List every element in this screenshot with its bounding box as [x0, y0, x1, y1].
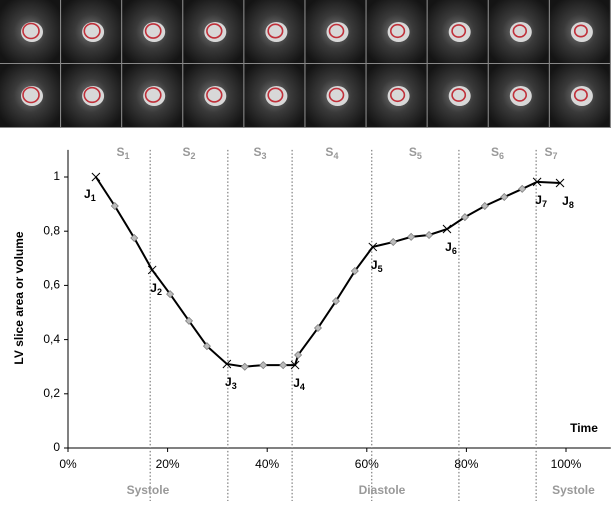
- joint-label: J: [535, 193, 542, 207]
- phase-label: S: [253, 145, 261, 159]
- phase-label: S6: [491, 145, 504, 161]
- x-tick-label: 100%: [551, 457, 582, 471]
- joint-label-sub: 2: [157, 287, 162, 297]
- data-line: [96, 177, 560, 367]
- joint-label: J2: [150, 281, 162, 297]
- phase-label: S4: [325, 145, 338, 161]
- phase-label: S5: [409, 145, 422, 161]
- figure: LV slice area or volume Time 0 0,2 0,4 0,6 0…: [0, 0, 611, 501]
- phase-label: S1: [117, 145, 130, 161]
- phase-label-sub: 3: [261, 151, 266, 161]
- joint-label: J: [293, 376, 300, 390]
- joint-label: J8: [562, 194, 574, 210]
- phase-label-sub: 7: [553, 151, 558, 161]
- phase-label: S3: [253, 145, 266, 161]
- y-tick-label: 0,6: [43, 278, 60, 292]
- x-tick-label: 60%: [355, 457, 379, 471]
- point-marker: [501, 194, 508, 201]
- joint-label-sub: 8: [569, 200, 574, 210]
- joint-label: J: [150, 281, 157, 295]
- phase-label-sub: 4: [333, 151, 338, 161]
- joint-label: J5: [371, 258, 383, 274]
- y-tick-label: 0,4: [43, 332, 60, 346]
- joint-label-sub: 5: [378, 264, 383, 274]
- joint-label: J: [84, 187, 91, 201]
- ventricle: [143, 22, 165, 42]
- joint-marker: [148, 266, 156, 274]
- phase-label-sub: 6: [499, 151, 504, 161]
- x-tick-label: 0%: [59, 457, 77, 471]
- point-marker: [280, 362, 287, 369]
- phase-label: S2: [182, 145, 195, 161]
- joint-label: J: [445, 240, 452, 254]
- phase-label: S: [491, 145, 499, 159]
- ventricle: [143, 86, 165, 106]
- x-tick-label: 40%: [255, 457, 279, 471]
- point-marker: [260, 362, 267, 369]
- point-marker: [241, 363, 248, 370]
- phase-label-sub: 2: [191, 151, 196, 161]
- joint-label: J: [562, 194, 569, 208]
- joint-label-sub: 1: [91, 193, 96, 203]
- cycle-label: Diastole: [359, 483, 406, 497]
- image-strip: [0, 0, 611, 128]
- joint-marker: [92, 173, 100, 181]
- x-tick-label: 80%: [454, 457, 478, 471]
- x-tick-label: 20%: [156, 457, 180, 471]
- joint-label: J: [371, 258, 378, 272]
- joint-label: J: [225, 375, 232, 389]
- phase-label: S: [409, 145, 417, 159]
- joint-label: J4: [293, 376, 305, 392]
- y-tick-label: 0: [53, 440, 60, 454]
- joint-label-sub: 4: [300, 382, 305, 392]
- y-tick-label: 0,2: [43, 386, 60, 400]
- point-marker: [519, 185, 526, 192]
- joint-label-sub: 7: [542, 199, 547, 209]
- phase-label: S: [545, 145, 553, 159]
- y-tick-label: 1: [53, 169, 60, 183]
- phase-label: S7: [545, 145, 558, 161]
- phase-label: S: [182, 145, 190, 159]
- phase-label-sub: 5: [417, 151, 422, 161]
- x-axis-title: Time: [570, 421, 598, 435]
- point-marker: [408, 233, 415, 240]
- phase-label-sub: 1: [125, 151, 130, 161]
- joint-label: J6: [445, 240, 457, 256]
- joint-label-sub: 3: [232, 381, 237, 391]
- phase-label: S: [117, 145, 125, 159]
- joint-label: J1: [84, 187, 96, 203]
- point-marker: [390, 239, 397, 246]
- joint-label-sub: 6: [452, 246, 457, 256]
- cycle-label: Systole: [552, 483, 595, 497]
- cycle-label: Systole: [127, 483, 170, 497]
- phase-label: S: [325, 145, 333, 159]
- y-axis-title: LV slice area or volume: [12, 231, 26, 364]
- y-tick-label: 0,8: [43, 223, 60, 237]
- point-marker: [426, 231, 433, 238]
- joint-label: J3: [225, 375, 237, 391]
- joint-label: J7: [535, 193, 547, 209]
